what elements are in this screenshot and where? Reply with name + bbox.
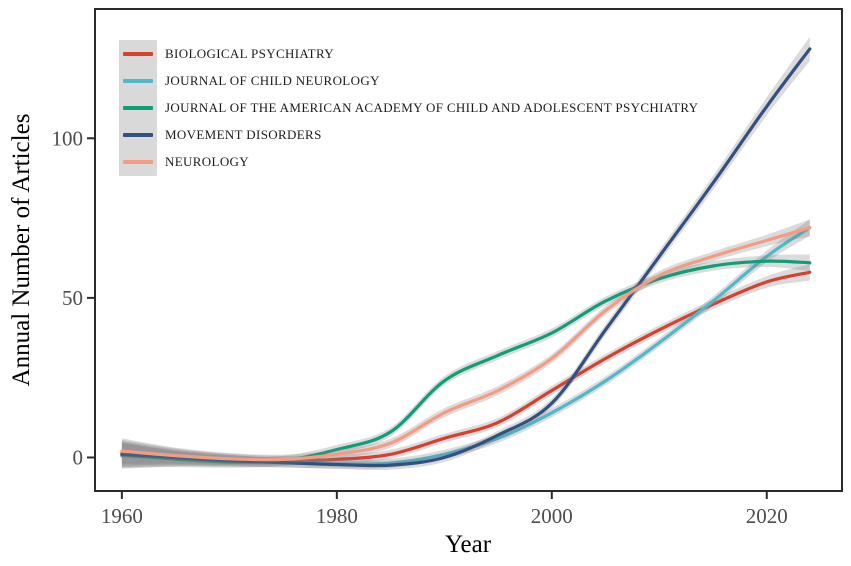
trend-line-3 xyxy=(120,47,812,468)
legend-key xyxy=(119,148,157,176)
legend-line-swatch xyxy=(123,133,153,138)
legend-row: JOURNAL OF CHILD NEUROLOGY xyxy=(119,67,698,95)
legend-row: BIOLOGICAL PSYCHIATRY xyxy=(119,40,698,68)
legend-key xyxy=(119,67,157,95)
legend-label: BIOLOGICAL PSYCHIATRY xyxy=(165,45,335,61)
x-tick-label: 1960 xyxy=(101,504,143,528)
legend-row: NEUROLOGY xyxy=(119,148,698,176)
legend-label: MOVEMENT DISORDERS xyxy=(165,127,322,143)
legend-key xyxy=(119,40,157,68)
legend-label: JOURNAL OF THE AMERICAN ACADEMY OF CHILD… xyxy=(165,99,699,115)
x-axis-title: Year xyxy=(444,531,492,558)
legend-line-swatch xyxy=(123,51,153,56)
legend-line-swatch xyxy=(123,105,153,110)
legend: BIOLOGICAL PSYCHIATRY JOURNAL OF CHILD NE… xyxy=(119,40,698,176)
legend-key xyxy=(119,121,157,149)
legend-row: JOURNAL OF THE AMERICAN ACADEMY OF CHILD… xyxy=(119,94,699,122)
panel-border xyxy=(94,8,843,492)
y-axis-title: Annual Number of Articles xyxy=(8,113,35,387)
ci-ribbon-4 xyxy=(121,219,810,465)
y-tick-label: 50 xyxy=(62,286,83,310)
legend-label: NEUROLOGY xyxy=(165,154,250,170)
legend-label: JOURNAL OF CHILD NEUROLOGY xyxy=(165,72,380,88)
legend-line-swatch xyxy=(123,78,153,83)
x-tick-label: 2020 xyxy=(746,504,788,528)
trend-line-4 xyxy=(120,226,812,462)
legend-row: MOVEMENT DISORDERS xyxy=(119,121,698,149)
y-tick-label: 0 xyxy=(73,445,84,469)
legend-line-swatch xyxy=(123,160,153,165)
legend-key xyxy=(119,94,157,122)
x-tick-label: 2000 xyxy=(531,504,573,528)
x-tick-label: 1980 xyxy=(316,504,358,528)
y-tick-label: 100 xyxy=(52,126,84,150)
